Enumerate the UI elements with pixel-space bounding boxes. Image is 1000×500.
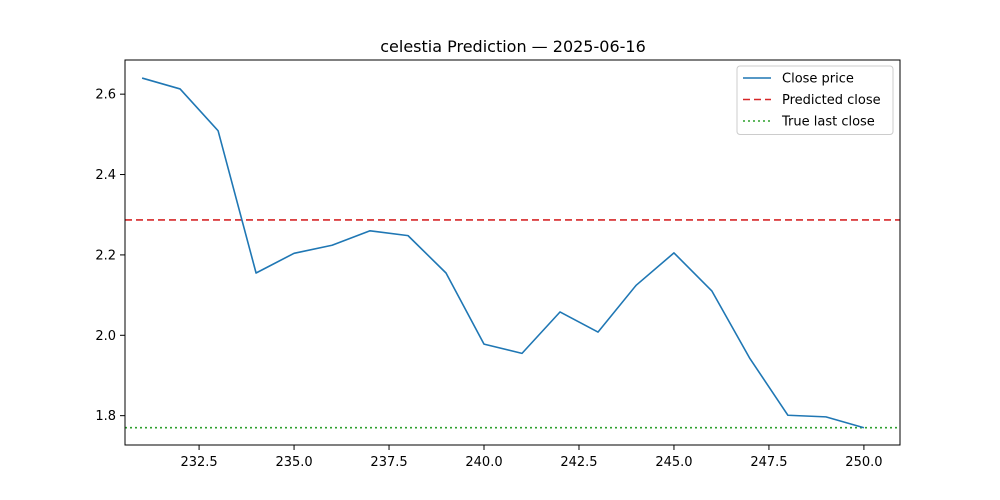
legend-box: [736, 65, 894, 135]
legend: Close price Predicted close True last clos…: [736, 65, 894, 135]
y-tick-label: 2.2: [95, 248, 116, 263]
legend-label-predicted-close: Predicted close: [782, 93, 881, 108]
reference-lines: [125, 219, 900, 429]
y-tick-label: 2.6: [95, 88, 116, 103]
x-tick-label: 235.0: [275, 455, 312, 470]
chart-title: celestia Prediction — 2025-06-16: [380, 37, 646, 56]
y-tick-label: 2.0: [95, 329, 116, 344]
x-tick-label: 245.0: [655, 455, 692, 470]
legend-label-true-last-close: True last close: [781, 115, 875, 130]
x-axis: 232.5 235.0 237.5 240.0 242.5 245.0 247.5 250.0: [180, 445, 883, 470]
y-tick-label: 2.4: [95, 168, 116, 183]
x-tick-label: 247.5: [750, 455, 787, 470]
plot-frame: [124, 59, 901, 446]
x-tick-label: 250.0: [845, 455, 882, 470]
legend-label-close-price: Close price: [782, 72, 854, 87]
x-tick-label: 232.5: [180, 455, 217, 470]
x-tick-label: 237.5: [370, 455, 407, 470]
series-line-close-price: [141, 77, 865, 429]
x-tick-label: 240.0: [465, 455, 502, 470]
series-lines: [141, 77, 865, 429]
y-axis: 1.8 2.0 2.2 2.4 2.6: [95, 88, 125, 424]
x-tick-label: 242.5: [560, 455, 597, 470]
y-tick-label: 1.8: [95, 409, 116, 424]
